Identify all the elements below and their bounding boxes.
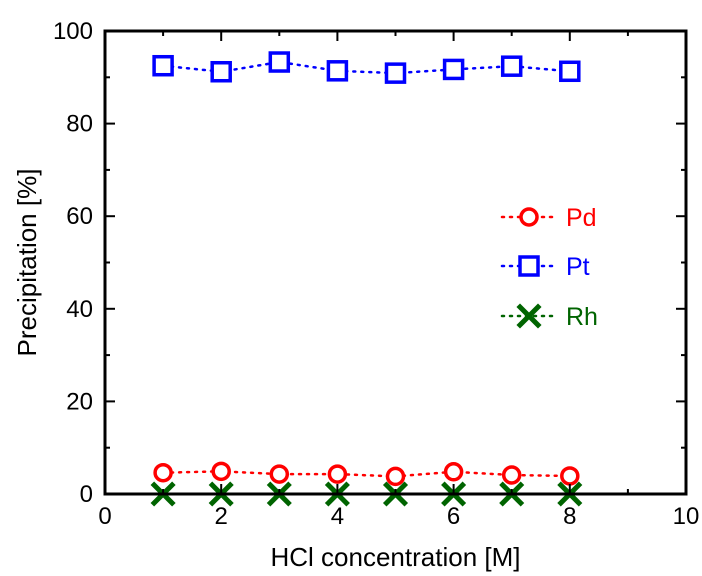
x-tick-label: 6 xyxy=(447,503,460,530)
y-axis-ticks: 0 20 40 60 80 100 xyxy=(53,18,686,508)
legend-marker-pt xyxy=(518,255,540,277)
data-point-pd xyxy=(501,465,522,485)
legend-item-pt: Pt xyxy=(500,253,590,281)
data-point-pd xyxy=(443,462,464,482)
data-point-pt xyxy=(384,62,407,84)
y-tick-label: 100 xyxy=(53,18,93,45)
legend-marker-rh xyxy=(516,303,542,329)
x-axis-title: HCl concentration [M] xyxy=(271,542,521,572)
data-point-pt xyxy=(442,58,465,81)
legend-item-rh: Rh xyxy=(500,303,598,331)
data-point-pd xyxy=(153,462,173,483)
y-tick-label: 20 xyxy=(66,388,93,415)
series-pt xyxy=(152,51,581,84)
data-point-pt xyxy=(268,51,291,73)
data-point-pd xyxy=(269,464,290,484)
data-point-pd xyxy=(211,461,231,482)
x-axis-ticks: 0 2 4 6 8 10 xyxy=(98,31,699,530)
series-pd xyxy=(153,461,580,487)
data-point-pt xyxy=(559,60,581,83)
x-tick-label: 0 xyxy=(98,503,111,530)
x-tick-label: 8 xyxy=(563,503,576,530)
y-tick-label: 80 xyxy=(66,111,93,138)
legend: Pd Pt Rh xyxy=(500,204,598,331)
x-tick-label: 10 xyxy=(673,503,700,530)
y-axis-title: Precipitation [%] xyxy=(12,169,42,357)
legend-marker-pd xyxy=(519,207,539,227)
plot-frame xyxy=(103,29,688,496)
data-point-pt xyxy=(326,60,349,82)
x-tick-label: 4 xyxy=(331,503,344,530)
legend-label-rh: Rh xyxy=(566,303,598,331)
data-point-pt xyxy=(152,54,174,77)
data-point-pt xyxy=(210,60,232,83)
legend-label-pd: Pd xyxy=(566,204,597,232)
data-point-pd xyxy=(385,466,406,487)
data-point-pd xyxy=(560,466,580,486)
y-tick-label: 0 xyxy=(80,481,93,508)
legend-item-pd: Pd xyxy=(500,204,597,232)
x-tick-label: 2 xyxy=(215,503,228,530)
y-tick-label: 40 xyxy=(66,296,93,323)
data-point-pd xyxy=(327,464,348,484)
y-tick-label: 60 xyxy=(66,203,93,230)
data-point-pt xyxy=(500,55,523,77)
series-layer xyxy=(150,51,583,507)
legend-label-pt: Pt xyxy=(566,253,590,281)
